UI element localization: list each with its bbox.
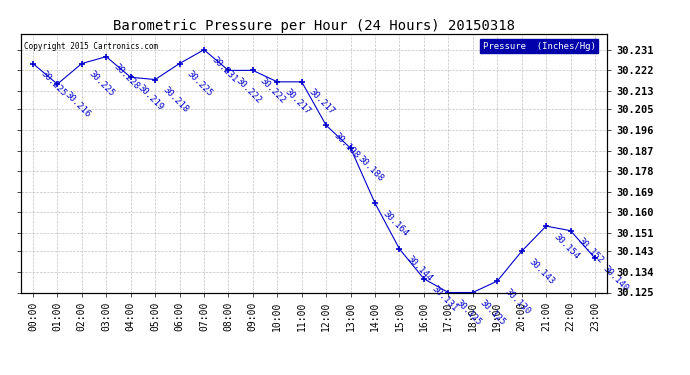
Text: 30.225: 30.225 [88,69,117,98]
Text: 30.152: 30.152 [576,236,605,266]
Text: Pressure  (Inches/Hg): Pressure (Inches/Hg) [482,42,595,51]
Text: 30.188: 30.188 [356,154,385,183]
Text: 30.217: 30.217 [307,87,337,117]
Text: 30.125: 30.125 [454,298,483,327]
Text: 30.164: 30.164 [381,209,410,238]
Text: 30.219: 30.219 [136,83,166,112]
Title: Barometric Pressure per Hour (24 Hours) 20150318: Barometric Pressure per Hour (24 Hours) … [113,19,515,33]
Text: 30.228: 30.228 [112,62,141,92]
Text: 30.140: 30.140 [600,264,630,293]
Text: 30.143: 30.143 [527,257,556,286]
Text: 30.225: 30.225 [39,69,68,98]
Text: Copyright 2015 Cartronics.com: Copyright 2015 Cartronics.com [23,42,158,51]
Text: 30.218: 30.218 [161,85,190,114]
Text: 30.131: 30.131 [429,284,459,314]
Text: 30.222: 30.222 [234,76,263,105]
Text: 30.125: 30.125 [478,298,508,327]
Text: 30.231: 30.231 [210,56,239,84]
Text: 30.225: 30.225 [185,69,215,98]
Text: 30.222: 30.222 [259,76,288,105]
Text: 30.130: 30.130 [503,286,532,316]
Text: 30.154: 30.154 [552,232,581,261]
Text: 30.198: 30.198 [332,131,361,160]
Text: 30.144: 30.144 [405,255,434,284]
Text: 30.216: 30.216 [63,90,92,119]
Text: 30.217: 30.217 [283,87,312,117]
